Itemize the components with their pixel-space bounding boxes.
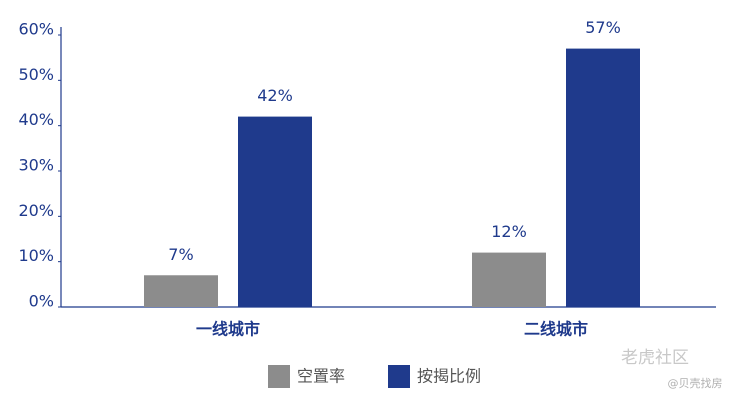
y-tick-label: 30% [18,156,54,175]
watermark-source: @贝壳找房 [668,376,723,390]
y-tick-label: 50% [18,65,54,84]
watermark-title: 老虎社区 [621,348,689,368]
value-label: 57% [585,18,621,37]
bar [238,116,312,307]
y-tick-label: 0% [29,292,54,311]
legend-swatch [388,365,410,388]
value-label: 7% [168,245,193,264]
bar [472,252,546,307]
y-tick-label: 60% [18,20,54,39]
legend-swatch [268,365,290,388]
x-tick-label: 二线城市 [524,320,588,339]
legend-label: 按揭比例 [417,367,481,386]
y-tick-label: 40% [18,110,54,129]
x-tick-label: 一线城市 [196,320,260,339]
value-label: 42% [257,86,293,105]
bar [566,48,640,307]
y-tick-label: 10% [18,246,54,265]
legend-label: 空置率 [297,367,345,386]
y-tick-label: 20% [18,201,54,220]
bar [144,275,218,307]
value-label: 12% [491,222,527,241]
